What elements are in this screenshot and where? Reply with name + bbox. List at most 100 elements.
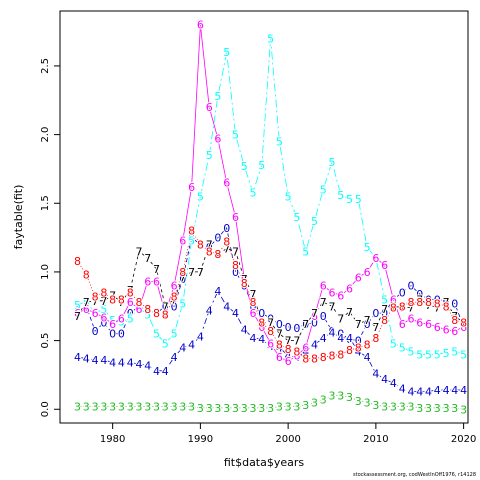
point-marker: 5 [223,46,230,59]
point-marker: 0 [364,318,371,331]
point-marker: 5 [399,342,406,355]
point-marker: 8 [434,298,441,311]
point-marker: 8 [188,225,195,238]
point-marker: 3 [188,401,195,414]
point-marker: 8 [197,239,204,252]
point-marker: 5 [355,193,362,206]
point-marker: 3 [329,390,336,403]
point-marker: 6 [390,293,397,306]
point-marker: 5 [451,346,458,359]
point-marker: 6 [250,307,257,320]
point-marker: 3 [293,401,300,414]
x-axis: 1980 1990 2000 2010 2020 [100,422,476,445]
point-marker: 6 [416,317,423,330]
point-marker: 3 [364,396,371,409]
point-marker: 5 [232,129,239,142]
point-marker: 6 [74,307,81,320]
point-marker: 4 [250,332,257,345]
point-marker: 5 [206,149,213,162]
point-marker: 6 [144,276,151,289]
point-marker: 0 [109,328,116,341]
point-marker: 0 [144,304,151,317]
point-marker: 8 [320,351,327,364]
point-marker: 4 [223,300,230,313]
point-marker: 0 [118,328,125,341]
point-marker: 6 [162,307,169,320]
point-marker: 4 [267,340,274,353]
point-marker: 4 [197,331,204,344]
y-tick-label: 1.5 [40,195,51,211]
point-marker: 3 [346,391,353,404]
point-marker: 4 [118,357,125,370]
point-marker: 7 [74,310,81,323]
point-marker: 4 [83,353,90,366]
point-marker: 8 [162,309,169,322]
point-marker: 3 [460,403,467,416]
point-marker: 7 [425,299,432,312]
point-marker: 5 [179,298,186,311]
point-marker: 8 [293,346,300,359]
point-marker: 5 [241,160,248,173]
point-marker: 7 [223,243,230,256]
footer-note: stockassessment.org, codWestInOff1976, r… [353,472,476,478]
x-tick-label: 2010 [363,434,388,445]
point-marker: 7 [241,273,248,286]
point-marker: 7 [451,310,458,323]
point-marker: 8 [241,277,248,290]
point-marker: 3 [399,401,406,414]
point-marker: 3 [311,396,318,409]
point-marker: 4 [460,384,467,397]
point-marker: 6 [92,307,99,320]
point-marker: 5 [118,315,125,328]
point-marker: 6 [214,133,221,146]
point-marker: 8 [153,307,160,320]
point-marker: 5 [74,299,81,312]
point-marker: 3 [179,401,186,414]
point-marker: 5 [153,328,160,341]
point-marker: 7 [390,300,397,313]
point-marker: 3 [232,402,239,415]
point-marker: 7 [346,306,353,319]
point-marker: 3 [451,402,458,415]
point-marker: 0 [434,293,441,306]
point-marker: 0 [329,325,336,338]
point-marker: 0 [311,317,318,330]
y-tick-label: 1.0 [40,264,51,280]
point-marker: 8 [109,293,116,306]
point-marker: 0 [285,321,292,334]
point-marker: 8 [127,287,134,300]
point-marker: 0 [258,307,265,320]
point-marker: 0 [127,307,134,320]
point-marker: 7 [329,300,336,313]
point-marker: 4 [179,342,186,355]
point-marker: 8 [364,339,371,352]
point-marker: 7 [399,302,406,315]
point-marker: 6 [206,101,213,114]
point-marker: 6 [451,325,458,338]
point-marker: 7 [276,328,283,341]
point-marker: 3 [162,401,169,414]
point-marker: 4 [434,384,441,397]
point-marker: 8 [346,344,353,357]
point-marker: 3 [171,401,178,414]
point-marker: 8 [372,332,379,345]
point-marker: 4 [285,350,292,363]
series-line-0 [77,227,464,342]
point-marker: 4 [171,351,178,364]
point-marker: 0 [92,325,99,338]
point-marker: 7 [460,317,467,330]
point-marker: 6 [100,311,107,324]
point-marker: 5 [276,136,283,149]
point-marker: 6 [381,259,388,272]
point-marker: 6 [364,266,371,279]
point-marker: 3 [355,395,362,408]
point-marker: 0 [346,333,353,346]
point-marker: 8 [144,303,151,316]
point-marker: 5 [372,252,379,265]
point-marker: 6 [188,181,195,194]
point-marker: 4 [451,384,458,397]
point-marker: 6 [425,318,432,331]
point-marker: 0 [136,300,143,313]
point-marker: 5 [162,337,169,350]
